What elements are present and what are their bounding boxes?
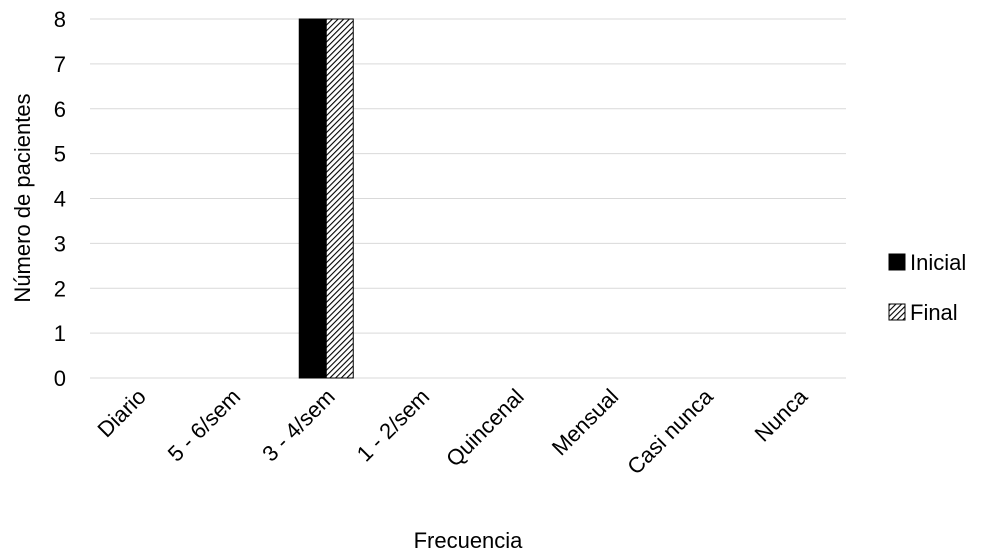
y-tick-label-7: 7 xyxy=(54,52,66,77)
gridlines xyxy=(90,18,846,379)
x-tick-label-5: Mensual xyxy=(547,384,623,460)
x-tick-label-1: 5 - 6/sem xyxy=(163,384,246,467)
x-tick-label-6: Casi nunca xyxy=(622,383,718,479)
bar-inicial-2 xyxy=(298,18,327,379)
x-axis-title: Frecuencia xyxy=(414,528,524,553)
legend-swatch-final xyxy=(888,303,906,321)
y-axis-ticks: 0 1 2 3 4 5 6 7 8 xyxy=(54,7,66,391)
y-tick-label-2: 2 xyxy=(54,276,66,301)
x-tick-label-7: Nunca xyxy=(750,383,813,446)
y-tick-label-1: 1 xyxy=(54,321,66,346)
x-axis-ticks: Diario 5 - 6/sem 3 - 4/sem 1 - 2/sem Quincen… xyxy=(92,383,812,479)
x-tick-label-2: 3 - 4/sem xyxy=(257,384,340,467)
x-tick-label-0: Diario xyxy=(92,384,150,442)
bars xyxy=(298,18,354,379)
legend-swatch-inicial xyxy=(888,253,906,271)
y-tick-label-0: 0 xyxy=(54,366,66,391)
y-axis-title: Número de pacientes xyxy=(10,93,35,302)
y-tick-label-8: 8 xyxy=(54,7,66,32)
y-tick-label-3: 3 xyxy=(54,231,66,256)
x-tick-label-4: Quincenal xyxy=(441,384,529,472)
bar-final-2 xyxy=(325,18,354,379)
legend: Inicial Final xyxy=(888,250,966,325)
legend-label-inicial: Inicial xyxy=(910,250,966,275)
y-tick-label-5: 5 xyxy=(54,142,66,167)
y-tick-label-4: 4 xyxy=(54,187,66,212)
legend-label-final: Final xyxy=(910,300,958,325)
x-tick-label-3: 1 - 2/sem xyxy=(352,384,435,467)
y-tick-label-6: 6 xyxy=(54,97,66,122)
